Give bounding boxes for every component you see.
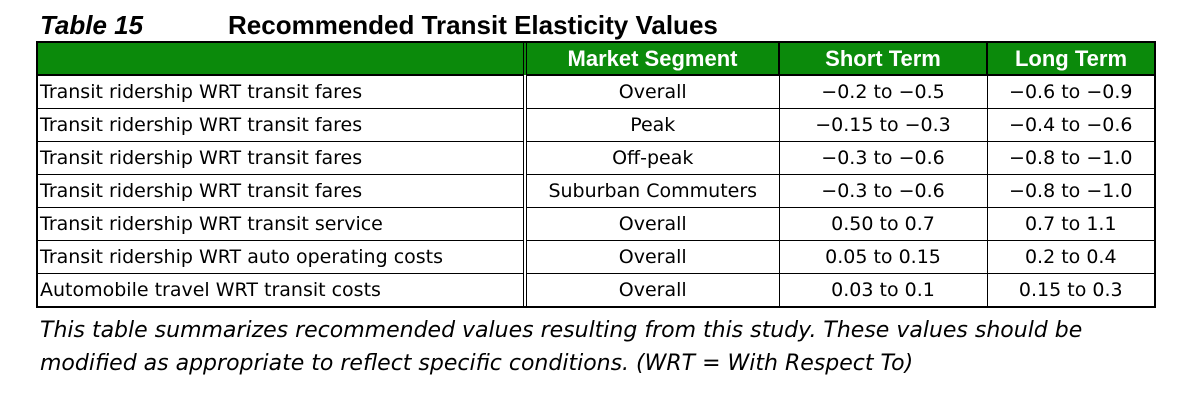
table-row: Transit ridership WRT auto operating cos… [38, 240, 1154, 274]
row-long-term: 0.15 to 0.3 [1018, 279, 1123, 301]
header-market-segment: Market Segment [525, 43, 780, 76]
table-note: This table summarizes recommended values… [40, 314, 1160, 380]
row-long-term: −0.8 to −1.0 [987, 174, 1154, 208]
row-long-term: −0.8 to −1.0 [987, 141, 1154, 175]
row-market-segment: Suburban Commuters [525, 174, 780, 208]
table-row: Transit ridership WRT transit fares Off-… [38, 141, 1154, 175]
row-long-term: −0.6 to −0.9 [987, 75, 1154, 109]
row-description: Transit ridership WRT transit fares [38, 141, 527, 175]
elasticity-table: Market Segment Short Term Long Term Tran… [36, 41, 1156, 308]
row-description: Transit ridership WRT transit fares [38, 75, 527, 109]
table-row: Transit ridership WRT transit fares Subu… [38, 174, 1154, 208]
row-short-term: 0.05 to 0.15 [779, 240, 988, 274]
row-short-term: −0.2 to −0.5 [779, 75, 988, 109]
row-description: Automobile travel WRT transit costs [38, 273, 527, 306]
table-caption: Table 15 Recommended Transit Elasticity … [40, 8, 1160, 42]
row-short-term: −0.15 to −0.3 [779, 108, 988, 142]
table-row: Transit ridership WRT transit service Ov… [38, 207, 1154, 241]
table-row: Transit ridership WRT transit fares Peak… [38, 108, 1154, 142]
row-market-segment: Overall [525, 240, 780, 274]
row-market-segment: Peak [525, 108, 780, 142]
row-short-term: 0.50 to 0.7 [779, 207, 988, 241]
row-short-term: −0.3 to −0.6 [779, 141, 988, 175]
row-description: Transit ridership WRT auto operating cos… [38, 240, 527, 274]
row-market-segment: Overall [525, 273, 780, 306]
row-short-term: −0.3 to −0.6 [779, 174, 988, 208]
row-market-segment: Overall [525, 75, 780, 109]
header-short-term: Short Term [779, 43, 988, 76]
row-long-term: 0.7 to 1.1 [987, 207, 1154, 241]
row-short-term: 0.03 to 0.1 [779, 273, 988, 306]
table-header-row: Market Segment Short Term Long Term [38, 43, 1154, 76]
table-note-line: This table summarizes recommended values… [40, 318, 1083, 343]
row-market-segment: Off-peak [525, 141, 780, 175]
table-row: Transit ridership WRT transit fares Over… [38, 75, 1154, 109]
row-long-term: 0.2 to 0.4 [987, 240, 1154, 274]
table-title: Recommended Transit Elasticity Values [228, 10, 718, 40]
header-description [38, 43, 527, 76]
row-description: Transit ridership WRT transit service [38, 207, 527, 241]
row-long-term: −0.4 to −0.6 [987, 108, 1154, 142]
row-market-segment: Overall [525, 207, 780, 241]
table-row: Automobile travel WRT transit costs Over… [38, 273, 1154, 306]
row-description: Transit ridership WRT transit fares [38, 174, 527, 208]
row-description: Transit ridership WRT transit fares [38, 108, 527, 142]
table-note-line: modified as appropriate to reflect speci… [40, 351, 914, 376]
table-number: Table 15 [40, 10, 144, 40]
header-long-term: Long Term [987, 43, 1154, 76]
